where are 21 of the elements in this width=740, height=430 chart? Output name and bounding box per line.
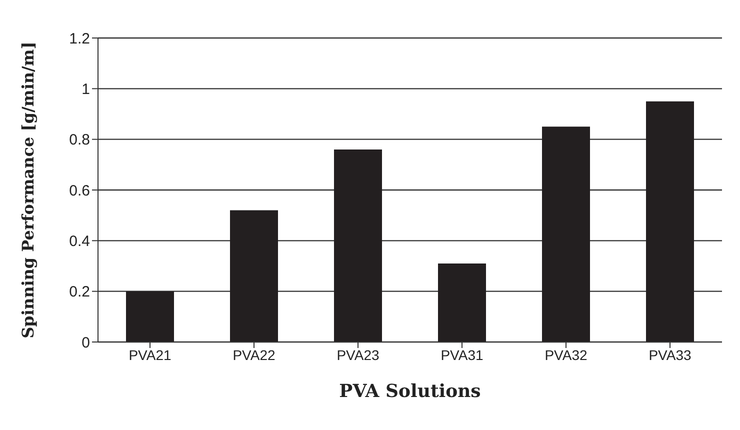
x-axis-title: PVA Solutions (339, 381, 481, 402)
x-tick-label: PVA33 (648, 346, 692, 363)
y-tick-label: 1.2 (69, 30, 90, 48)
y-axis-title: Spinning Performance [g/min/m] (18, 42, 38, 338)
bar (126, 291, 174, 342)
y-tick-label: 1 (82, 80, 90, 98)
x-tick-label: PVA23 (336, 346, 380, 363)
bar (542, 126, 590, 342)
bar (646, 101, 694, 342)
bar (230, 210, 278, 342)
bar (334, 149, 382, 342)
x-tick-label: PVA31 (440, 346, 484, 363)
y-tick-label: 0 (82, 334, 90, 352)
y-tick-label: 0.2 (69, 284, 90, 301)
y-tick-label: 0.4 (69, 232, 90, 250)
x-tick-label: PVA21 (128, 346, 172, 363)
bar (438, 263, 486, 342)
y-tick-label: 0.8 (69, 132, 90, 149)
y-tick-label: 0.6 (69, 182, 90, 200)
x-tick-label: PVA22 (232, 346, 276, 363)
x-tick-label: PVA32 (544, 346, 588, 363)
